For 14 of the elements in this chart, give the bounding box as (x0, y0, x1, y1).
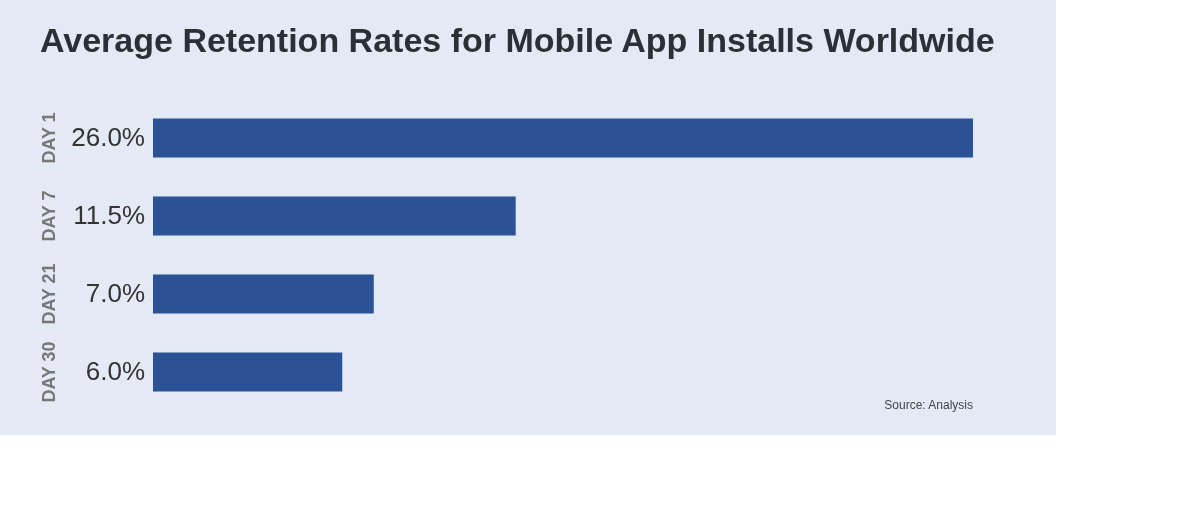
data-label: 7.0% (85, 278, 145, 309)
bar (153, 196, 516, 236)
data-label: 11.5% (73, 199, 145, 230)
y-tick-label: DAY 7 (38, 190, 59, 242)
bar (153, 118, 973, 158)
annotation: Source: Analysis (884, 398, 973, 412)
data-label: 26.0% (71, 121, 145, 152)
y-tick-label: DAY 1 (38, 112, 59, 164)
data-label: 6.0% (85, 356, 145, 387)
bar (153, 274, 374, 314)
y-tick-label: DAY 21 (38, 263, 59, 325)
chart-title: Average Retention Rates for Mobile App Installs Worldwide (40, 21, 995, 59)
y-tick-label: DAY 30 (38, 341, 59, 403)
bar (153, 352, 343, 392)
